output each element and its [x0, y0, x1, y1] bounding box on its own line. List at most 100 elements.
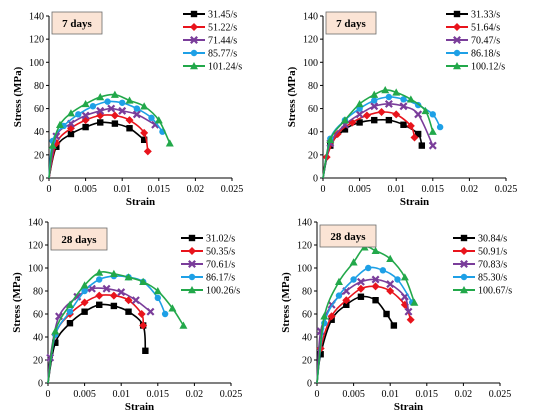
data-point — [335, 292, 343, 299]
data-point — [356, 119, 363, 126]
legend-entry: 101.24/s — [208, 62, 242, 73]
legend-entry: 31.02/s — [206, 234, 235, 245]
x-tick-label: 0.01 — [112, 389, 130, 400]
legend-entry: 71.44/s — [208, 36, 237, 47]
legend-entry: 30.84/s — [478, 234, 507, 245]
data-point — [89, 103, 97, 110]
y-tick-label: 100 — [297, 264, 312, 275]
legend-entry: 31.33/s — [471, 10, 500, 21]
x-axis-label: Strain — [394, 401, 423, 413]
data-point — [165, 139, 174, 147]
x-tick-label: 0.01 — [381, 389, 399, 400]
data-point — [327, 312, 336, 321]
series-101-24-s — [48, 90, 174, 179]
data-point — [371, 246, 380, 254]
y-tick-label: 60 — [302, 310, 312, 321]
y-tick-label: 140 — [29, 12, 44, 23]
legend-entry: 100.67/s — [478, 286, 512, 297]
age-label-box: 7 days — [325, 11, 377, 35]
legend-entry: 31.45/s — [208, 10, 237, 21]
data-point — [343, 301, 350, 308]
data-point — [350, 276, 357, 283]
x-tick-label: 0.015 — [147, 389, 170, 400]
data-point — [379, 267, 387, 274]
data-point — [142, 347, 149, 354]
y-tick-label: 0 — [313, 174, 318, 185]
x-axis-label: Strain — [125, 401, 154, 413]
data-point — [81, 99, 90, 108]
data-point — [75, 111, 82, 118]
x-tick-label: 0.005 — [73, 389, 96, 400]
data-point — [334, 277, 343, 285]
data-point — [349, 258, 358, 266]
data-point — [143, 147, 152, 156]
chart-panel-1: 0 20 40 60 80 100 120 140 0 0.005 0.01 0.015 0.02 0.0… — [12, 10, 243, 209]
data-point — [383, 310, 390, 318]
legend-marker — [188, 234, 196, 242]
age-label: 7 days — [336, 18, 366, 30]
data-point — [384, 99, 393, 108]
data-point — [51, 327, 60, 335]
legend-entry: 100.12/s — [471, 62, 505, 73]
legend-marker — [453, 49, 461, 57]
data-point — [81, 111, 90, 120]
legend: 31.45/s 51.22/s 71.44/s 85.77/s 101.24/s — [183, 10, 242, 73]
legend-entry: 70.83/s — [478, 260, 507, 271]
data-point — [109, 269, 118, 277]
data-point — [406, 121, 415, 130]
data-point — [365, 264, 372, 272]
data-point — [97, 119, 104, 126]
x-tick-label: 0.01 — [113, 184, 131, 195]
chart-panel-4: 0 20 40 60 80 100 120 140 0 0.005 0.01 0.015 0.02 0.0… — [280, 218, 512, 414]
data-point — [109, 291, 118, 300]
data-point — [370, 90, 379, 98]
age-label-background — [319, 224, 377, 248]
data-point — [118, 106, 127, 115]
data-point — [66, 320, 74, 327]
series-line — [316, 285, 412, 384]
data-point — [140, 128, 149, 137]
series-86-18-s — [322, 93, 444, 179]
y-tick-label: 40 — [308, 127, 318, 138]
data-point — [80, 281, 89, 289]
data-point — [154, 294, 161, 302]
legend-marker — [453, 23, 461, 31]
data-point — [119, 99, 126, 106]
y-tick-label: 140 — [297, 218, 312, 229]
data-point — [66, 109, 75, 117]
x-tick-label: 0.015 — [422, 184, 445, 195]
data-point — [400, 273, 409, 281]
x-tick-label: 0 — [315, 389, 320, 400]
series-51-64-s — [322, 108, 419, 179]
data-point — [104, 98, 111, 105]
data-point — [406, 95, 415, 103]
x-tick-label: 0 — [47, 184, 52, 195]
legend-marker — [188, 260, 196, 268]
age-label: 28 days — [61, 234, 97, 246]
chart-panel-3: 0 20 40 60 80 100 120 140 0 0.005 0.01 0.015 0.02 0.0… — [11, 218, 242, 414]
age-label: 7 days — [62, 18, 92, 30]
data-point — [410, 133, 419, 142]
data-point — [386, 254, 395, 262]
legend-marker — [460, 286, 468, 294]
legend-marker — [460, 247, 468, 255]
x-tick-label: 0 — [46, 389, 51, 400]
legend: 30.84/s 50.91/s 70.83/s 85.30/s 100.67/s — [453, 234, 512, 297]
legend: 31.33/s 51.64/s 70.47/s 86.18/s 100.12/s — [446, 10, 505, 73]
series-line — [47, 275, 166, 384]
x-tick-label: 0.025 — [221, 184, 244, 195]
data-point — [406, 315, 415, 324]
x-tick-label: 0.02 — [461, 184, 479, 195]
series-100-12-s — [322, 86, 437, 179]
legend-entry: 85.77/s — [208, 49, 237, 60]
y-axis-label: Stress (MPa) — [11, 272, 23, 333]
y-tick-label: 20 — [34, 150, 44, 161]
data-point — [394, 276, 401, 283]
y-tick-label: 0 — [39, 174, 44, 185]
y-tick-label: 140 — [28, 218, 43, 229]
legend-entry: 50.35/s — [206, 247, 235, 258]
x-tick-label: 0.025 — [220, 389, 243, 400]
y-axis-label: Stress (MPa) — [12, 66, 24, 127]
